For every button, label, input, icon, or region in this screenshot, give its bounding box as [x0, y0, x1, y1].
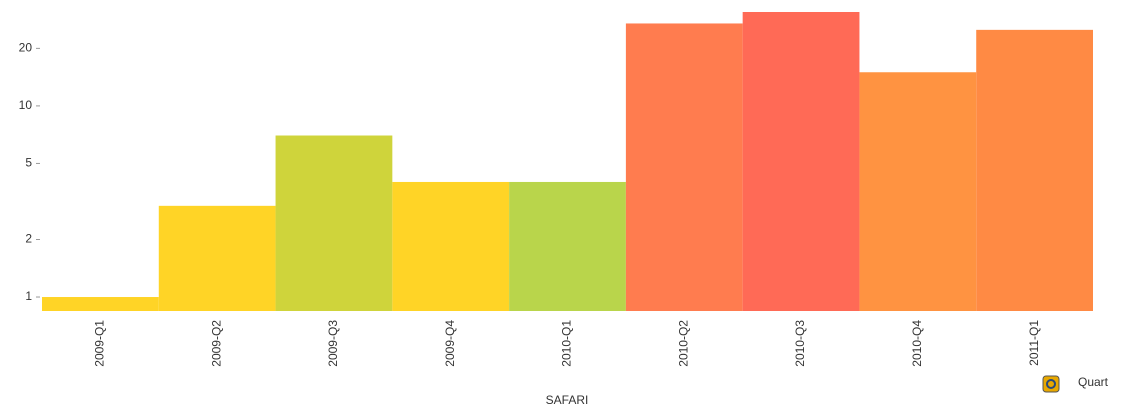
- x-tick-label: 2009-Q1: [93, 320, 107, 367]
- y-tick-label: 10: [19, 98, 33, 112]
- bar: [158, 205, 276, 311]
- x-tick-label: 2010-Q1: [560, 320, 574, 367]
- y-tick-label: 20: [19, 41, 33, 55]
- bar: [509, 181, 626, 311]
- x-tick-label: 2009-Q4: [443, 320, 457, 367]
- x-tick-label: 2009-Q2: [209, 320, 223, 367]
- y-tick-label: 1: [25, 289, 32, 303]
- legend-icon[interactable]: [1042, 375, 1060, 393]
- legend-icon-ring: [1046, 379, 1056, 389]
- x-tick-label: 2010-Q4: [910, 320, 924, 367]
- x-tick-label: 2011-Q1: [1027, 320, 1041, 366]
- bar: [392, 181, 510, 311]
- bar: [859, 72, 977, 311]
- bar: [42, 297, 159, 311]
- x-axis-label: SAFARI: [546, 393, 589, 407]
- bar: [742, 12, 860, 311]
- y-tick-label: 2: [25, 232, 32, 246]
- legend[interactable]: Quart: [1042, 375, 1109, 393]
- bar: [625, 23, 743, 311]
- y-tick-label: 5: [25, 156, 32, 170]
- legend-label[interactable]: Quart: [1078, 375, 1109, 389]
- x-tick-label: 2009-Q3: [326, 320, 340, 367]
- x-tick-label: 2010-Q3: [793, 320, 807, 367]
- x-tick-label: 2010-Q2: [676, 320, 690, 367]
- bar: [976, 29, 1093, 312]
- bar: [275, 135, 393, 311]
